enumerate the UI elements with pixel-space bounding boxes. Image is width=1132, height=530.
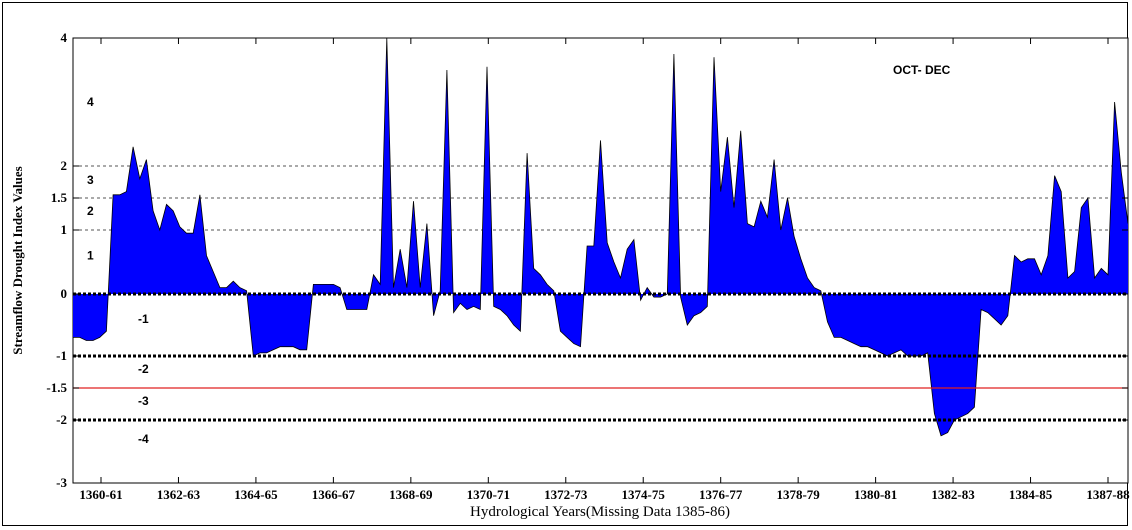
drought-class-label: -4 [138, 432, 149, 446]
drought-class-labels: 4 3 2 1 -1 -2 -3 -4 [87, 95, 149, 446]
x-tick-label: 1378-79 [776, 487, 820, 502]
x-axis-label: Hydrological Years(Missing Data 1385-86) [470, 504, 730, 520]
x-tick-label: 1384-85 [1009, 487, 1053, 502]
x-tick-label: 1380-81 [854, 487, 897, 502]
drought-class-label: -2 [138, 362, 149, 376]
drought-class-label: 3 [87, 173, 94, 187]
drought-class-label: -1 [138, 312, 149, 326]
x-tick-label: 1360-61 [79, 487, 122, 502]
x-tick-label: 1362-63 [157, 487, 201, 502]
drought-class-label: 4 [87, 95, 94, 109]
season-annotation: OCT- DEC [893, 63, 951, 77]
y-tick-label: -2 [56, 412, 67, 427]
x-tick-label: 1374-75 [622, 487, 666, 502]
y-axis-ticks: 4 2 1.5 1 0 -1 -1.5 -2 -3 [46, 30, 1128, 490]
y-axis-label: Streamflow Drought Index Values [10, 166, 25, 354]
sdi-area-series [73, 38, 1128, 436]
gridlines [73, 165, 1128, 231]
y-tick-label: 1.5 [51, 190, 68, 205]
y-tick-label: 0 [61, 286, 68, 301]
x-tick-label: 1382-83 [931, 487, 975, 502]
y-tick-label: 2 [61, 158, 68, 173]
x-tick-label: 1370-71 [467, 487, 510, 502]
y-tick-label: -1.5 [46, 380, 67, 395]
sdi-line-series [73, 37, 1129, 437]
y-tick-label: 1 [61, 222, 68, 237]
x-tick-label: 1372-73 [544, 487, 588, 502]
drought-class-label: -3 [138, 394, 149, 408]
y-tick-label: 4 [61, 30, 68, 45]
reference-lines [73, 292, 1128, 422]
x-axis-ticks: 1360-61 1362-63 1364-65 1366-67 1368-69 1370-… [79, 38, 1130, 502]
x-tick-label: 1366-67 [312, 487, 356, 502]
y-tick-label: -1 [56, 348, 67, 363]
drought-class-label: 1 [87, 249, 94, 263]
x-tick-label: 1376-77 [699, 487, 743, 502]
x-tick-label: 1387-88 [1086, 487, 1130, 502]
x-tick-label: 1368-69 [389, 487, 433, 502]
y-tick-label: -3 [56, 475, 67, 490]
drought-class-label: 2 [87, 204, 94, 218]
x-tick-label: 1364-65 [234, 487, 278, 502]
